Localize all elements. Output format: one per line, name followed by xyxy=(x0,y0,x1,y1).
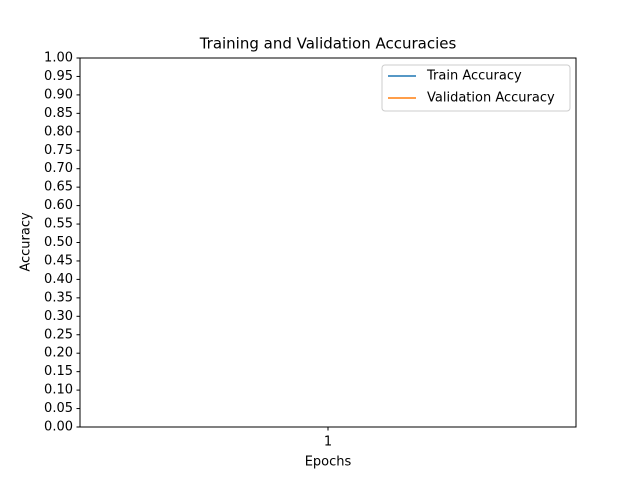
y-tick-label: 0.45 xyxy=(44,253,73,268)
y-tick-label: 0.10 xyxy=(44,383,73,398)
y-tick-label: 1.00 xyxy=(44,51,73,66)
legend-box xyxy=(381,64,571,112)
y-tick-label: 0.50 xyxy=(44,235,73,250)
x-axis-label: Epochs xyxy=(305,455,352,470)
y-tick-label: 0.80 xyxy=(44,124,73,139)
y-tick-label: 0.90 xyxy=(44,87,73,102)
y-tick-label: 0.00 xyxy=(44,420,73,435)
plot-frame xyxy=(79,57,577,428)
y-tick-label: 0.05 xyxy=(44,401,73,416)
y-tick-label: 0.15 xyxy=(44,364,73,379)
y-tick-label: 0.25 xyxy=(44,327,73,342)
y-axis-label: Accuracy xyxy=(19,212,34,272)
y-tick-label: 0.20 xyxy=(44,346,73,361)
y-tick-label: 0.35 xyxy=(44,290,73,305)
y-tick-label: 0.65 xyxy=(44,180,73,195)
legend-label: Train Accuracy xyxy=(426,69,522,84)
y-tick-label: 0.60 xyxy=(44,198,73,213)
x-tick-label: 1 xyxy=(324,435,332,450)
chart-title: Training and Validation Accuracies xyxy=(199,35,457,53)
y-tick-label: 0.75 xyxy=(44,143,73,158)
legend-label: Validation Accuracy xyxy=(427,91,555,106)
y-tick-label: 0.30 xyxy=(44,309,73,324)
y-tick-label: 0.70 xyxy=(44,161,73,176)
y-tick-label: 0.40 xyxy=(44,272,73,287)
y-tick-label: 0.85 xyxy=(44,106,73,121)
y-tick-label: 0.55 xyxy=(44,217,73,232)
y-tick-label: 0.95 xyxy=(44,69,73,84)
